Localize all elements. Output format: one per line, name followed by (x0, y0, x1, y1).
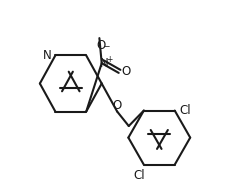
Text: −: − (103, 42, 109, 51)
Text: N: N (43, 49, 52, 62)
Text: O: O (113, 99, 122, 112)
Text: +: + (106, 55, 113, 64)
Text: Cl: Cl (180, 104, 191, 117)
Text: O: O (97, 39, 106, 52)
Text: O: O (122, 65, 131, 78)
Text: N: N (100, 57, 108, 70)
Text: Cl: Cl (133, 169, 145, 182)
